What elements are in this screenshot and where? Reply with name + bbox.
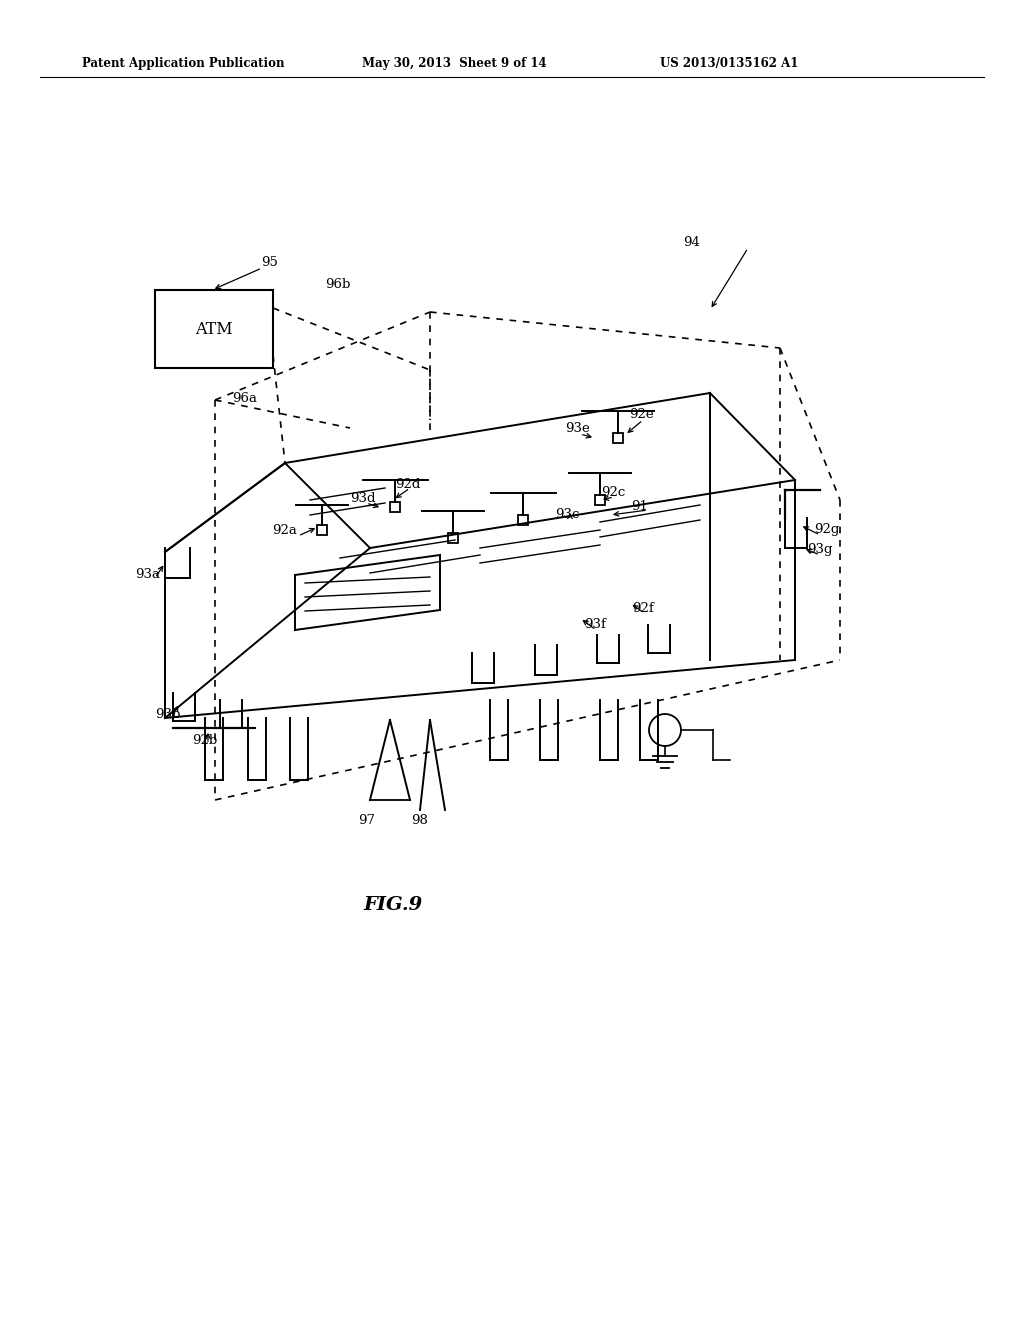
Text: 95: 95 <box>261 256 279 268</box>
Bar <box>518 515 528 525</box>
Bar <box>390 502 400 512</box>
Text: 92e: 92e <box>629 408 653 421</box>
Bar <box>155 290 273 368</box>
Text: ATM: ATM <box>196 321 232 338</box>
Bar <box>595 495 605 506</box>
Text: 96b: 96b <box>326 279 350 292</box>
Text: 93e: 93e <box>564 421 590 434</box>
Text: 92c: 92c <box>601 486 625 499</box>
Text: 93d: 93d <box>350 491 376 504</box>
Text: 93f: 93f <box>584 619 606 631</box>
Text: 91: 91 <box>632 500 648 513</box>
Text: Patent Application Publication: Patent Application Publication <box>82 57 285 70</box>
Text: 92b: 92b <box>193 734 218 747</box>
Text: 92f: 92f <box>632 602 654 615</box>
Text: 93c: 93c <box>555 508 580 521</box>
Text: 92a: 92a <box>272 524 297 536</box>
Text: 98: 98 <box>412 813 428 826</box>
Text: 93a: 93a <box>135 568 161 581</box>
Text: 96a: 96a <box>232 392 257 404</box>
Text: 93b: 93b <box>156 709 180 722</box>
Text: 93g: 93g <box>807 544 833 557</box>
Text: FIG.9: FIG.9 <box>364 896 423 913</box>
Text: 94: 94 <box>684 235 700 248</box>
Bar <box>449 533 458 543</box>
Bar <box>317 525 327 535</box>
Text: 97: 97 <box>358 813 376 826</box>
Text: 92d: 92d <box>395 479 421 491</box>
Bar <box>613 433 623 444</box>
Text: May 30, 2013  Sheet 9 of 14: May 30, 2013 Sheet 9 of 14 <box>362 57 547 70</box>
Text: 92g: 92g <box>814 524 840 536</box>
Text: US 2013/0135162 A1: US 2013/0135162 A1 <box>660 57 799 70</box>
